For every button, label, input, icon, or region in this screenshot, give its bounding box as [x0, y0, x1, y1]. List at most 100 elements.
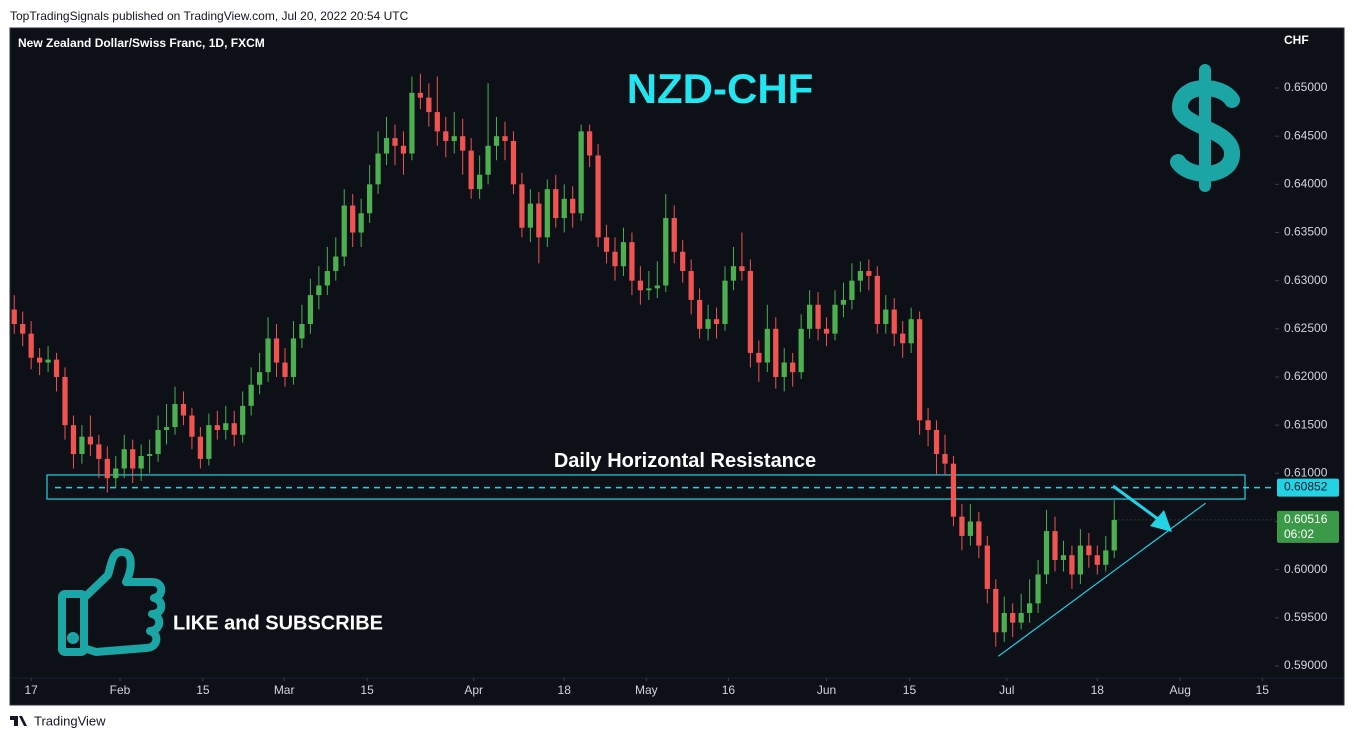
candle-body [20, 324, 26, 334]
thumb-icon [58, 548, 166, 656]
candle-body [891, 309, 897, 334]
footer-text: TradingView [34, 713, 106, 728]
x-tick-label: 15 [903, 683, 917, 697]
candle-body [637, 280, 644, 291]
cta-text: LIKE and SUBSCRIBE [173, 612, 383, 634]
published-line: TopTradingSignals published on TradingVi… [10, 9, 409, 23]
candle-body [1077, 545, 1084, 575]
candle-body [426, 97, 432, 113]
last-price-box [1277, 510, 1339, 543]
candle-body [11, 309, 17, 325]
candle-body [485, 145, 491, 175]
candle-body [553, 189, 559, 219]
x-tick-label: Mar [274, 683, 295, 697]
candle-body [231, 423, 237, 435]
candle-body [333, 256, 339, 272]
x-tick-label: 18 [558, 683, 572, 697]
candle-body [45, 359, 51, 363]
y-tick-label: 0.61000 [1284, 465, 1328, 479]
candle-body [299, 324, 305, 339]
candle-body [510, 140, 517, 185]
candle-body [273, 338, 280, 363]
candle-body [460, 136, 466, 151]
x-tick-label: May [635, 683, 658, 697]
candle-body [189, 415, 195, 437]
x-tick-label: Aug [1170, 683, 1191, 697]
candle-body [417, 92, 424, 98]
x-tick-label: 15 [360, 683, 374, 697]
candle-body [773, 328, 779, 377]
y-tick-label: 0.63000 [1284, 273, 1328, 287]
thumb-hand [80, 548, 166, 656]
candle-body [163, 427, 170, 430]
candle-body [612, 251, 618, 267]
x-tick-label: Feb [110, 683, 131, 697]
y-tick-label: 0.64000 [1284, 177, 1328, 191]
candle-body [1086, 545, 1092, 556]
candle-body [400, 145, 407, 154]
candle-body [28, 333, 34, 358]
last-price: 0.60516 [1284, 512, 1328, 526]
candle-body [383, 138, 390, 154]
candle-body [730, 266, 737, 281]
candle-body [104, 458, 110, 479]
candle-body [671, 218, 677, 252]
candle-body [561, 198, 567, 219]
candle-body [654, 285, 660, 289]
thumb-dot [67, 632, 79, 644]
plot: 0.590000.595000.600000.605000.610000.615… [11, 73, 1339, 697]
candle-body [857, 271, 864, 281]
candle-body [1043, 531, 1050, 575]
candle-body [434, 112, 440, 132]
candle-body [536, 203, 542, 238]
candle-body [121, 449, 127, 469]
candle-body [832, 304, 838, 334]
y-tick-label: 0.63500 [1284, 225, 1328, 239]
candle-body [1026, 603, 1033, 613]
candle-body [366, 184, 373, 214]
arrow-head [1150, 510, 1172, 532]
candle-body [214, 425, 220, 430]
candle-body [705, 319, 711, 329]
x-tick-label: 15 [196, 683, 210, 697]
candle-body [527, 203, 534, 228]
resistance-price-box [1277, 478, 1339, 497]
trendline [997, 502, 1206, 657]
candle-body [900, 333, 906, 344]
candle-body [739, 266, 745, 272]
candle-body [358, 213, 364, 233]
candle-body [476, 174, 483, 190]
candle-body [790, 362, 796, 373]
resistance-price: 0.60852 [1284, 480, 1328, 494]
candle-body [663, 218, 669, 286]
candle-body [1052, 531, 1058, 561]
y-tick-label: 0.62000 [1284, 369, 1328, 383]
candle-body [70, 425, 77, 455]
resistance-label: Daily Horizontal Resistance [554, 450, 816, 472]
x-tick-label: Jun [817, 683, 836, 697]
candle-body [502, 136, 508, 141]
candle-body [993, 588, 999, 633]
countdown: 06:02 [1284, 527, 1314, 541]
candle-body [282, 362, 288, 377]
candle-body [256, 372, 263, 385]
candle-body [544, 189, 550, 238]
candle-body [967, 521, 974, 536]
candle-body [629, 242, 635, 281]
candle-body [197, 436, 204, 459]
candle-body [1103, 550, 1109, 565]
candle-body [781, 362, 787, 377]
candle-body [984, 545, 990, 589]
candle-body [764, 328, 770, 363]
candle-body [883, 309, 889, 325]
y-tick-label: 0.61500 [1284, 417, 1328, 431]
candle-body [798, 328, 804, 373]
candle-body [578, 131, 584, 214]
candle-body [908, 319, 914, 344]
candle-body [756, 352, 762, 363]
candle-body [916, 319, 923, 421]
candle-body [959, 516, 965, 536]
candle-body [350, 205, 356, 233]
candle-body [155, 429, 161, 455]
candle-body [1035, 574, 1041, 604]
